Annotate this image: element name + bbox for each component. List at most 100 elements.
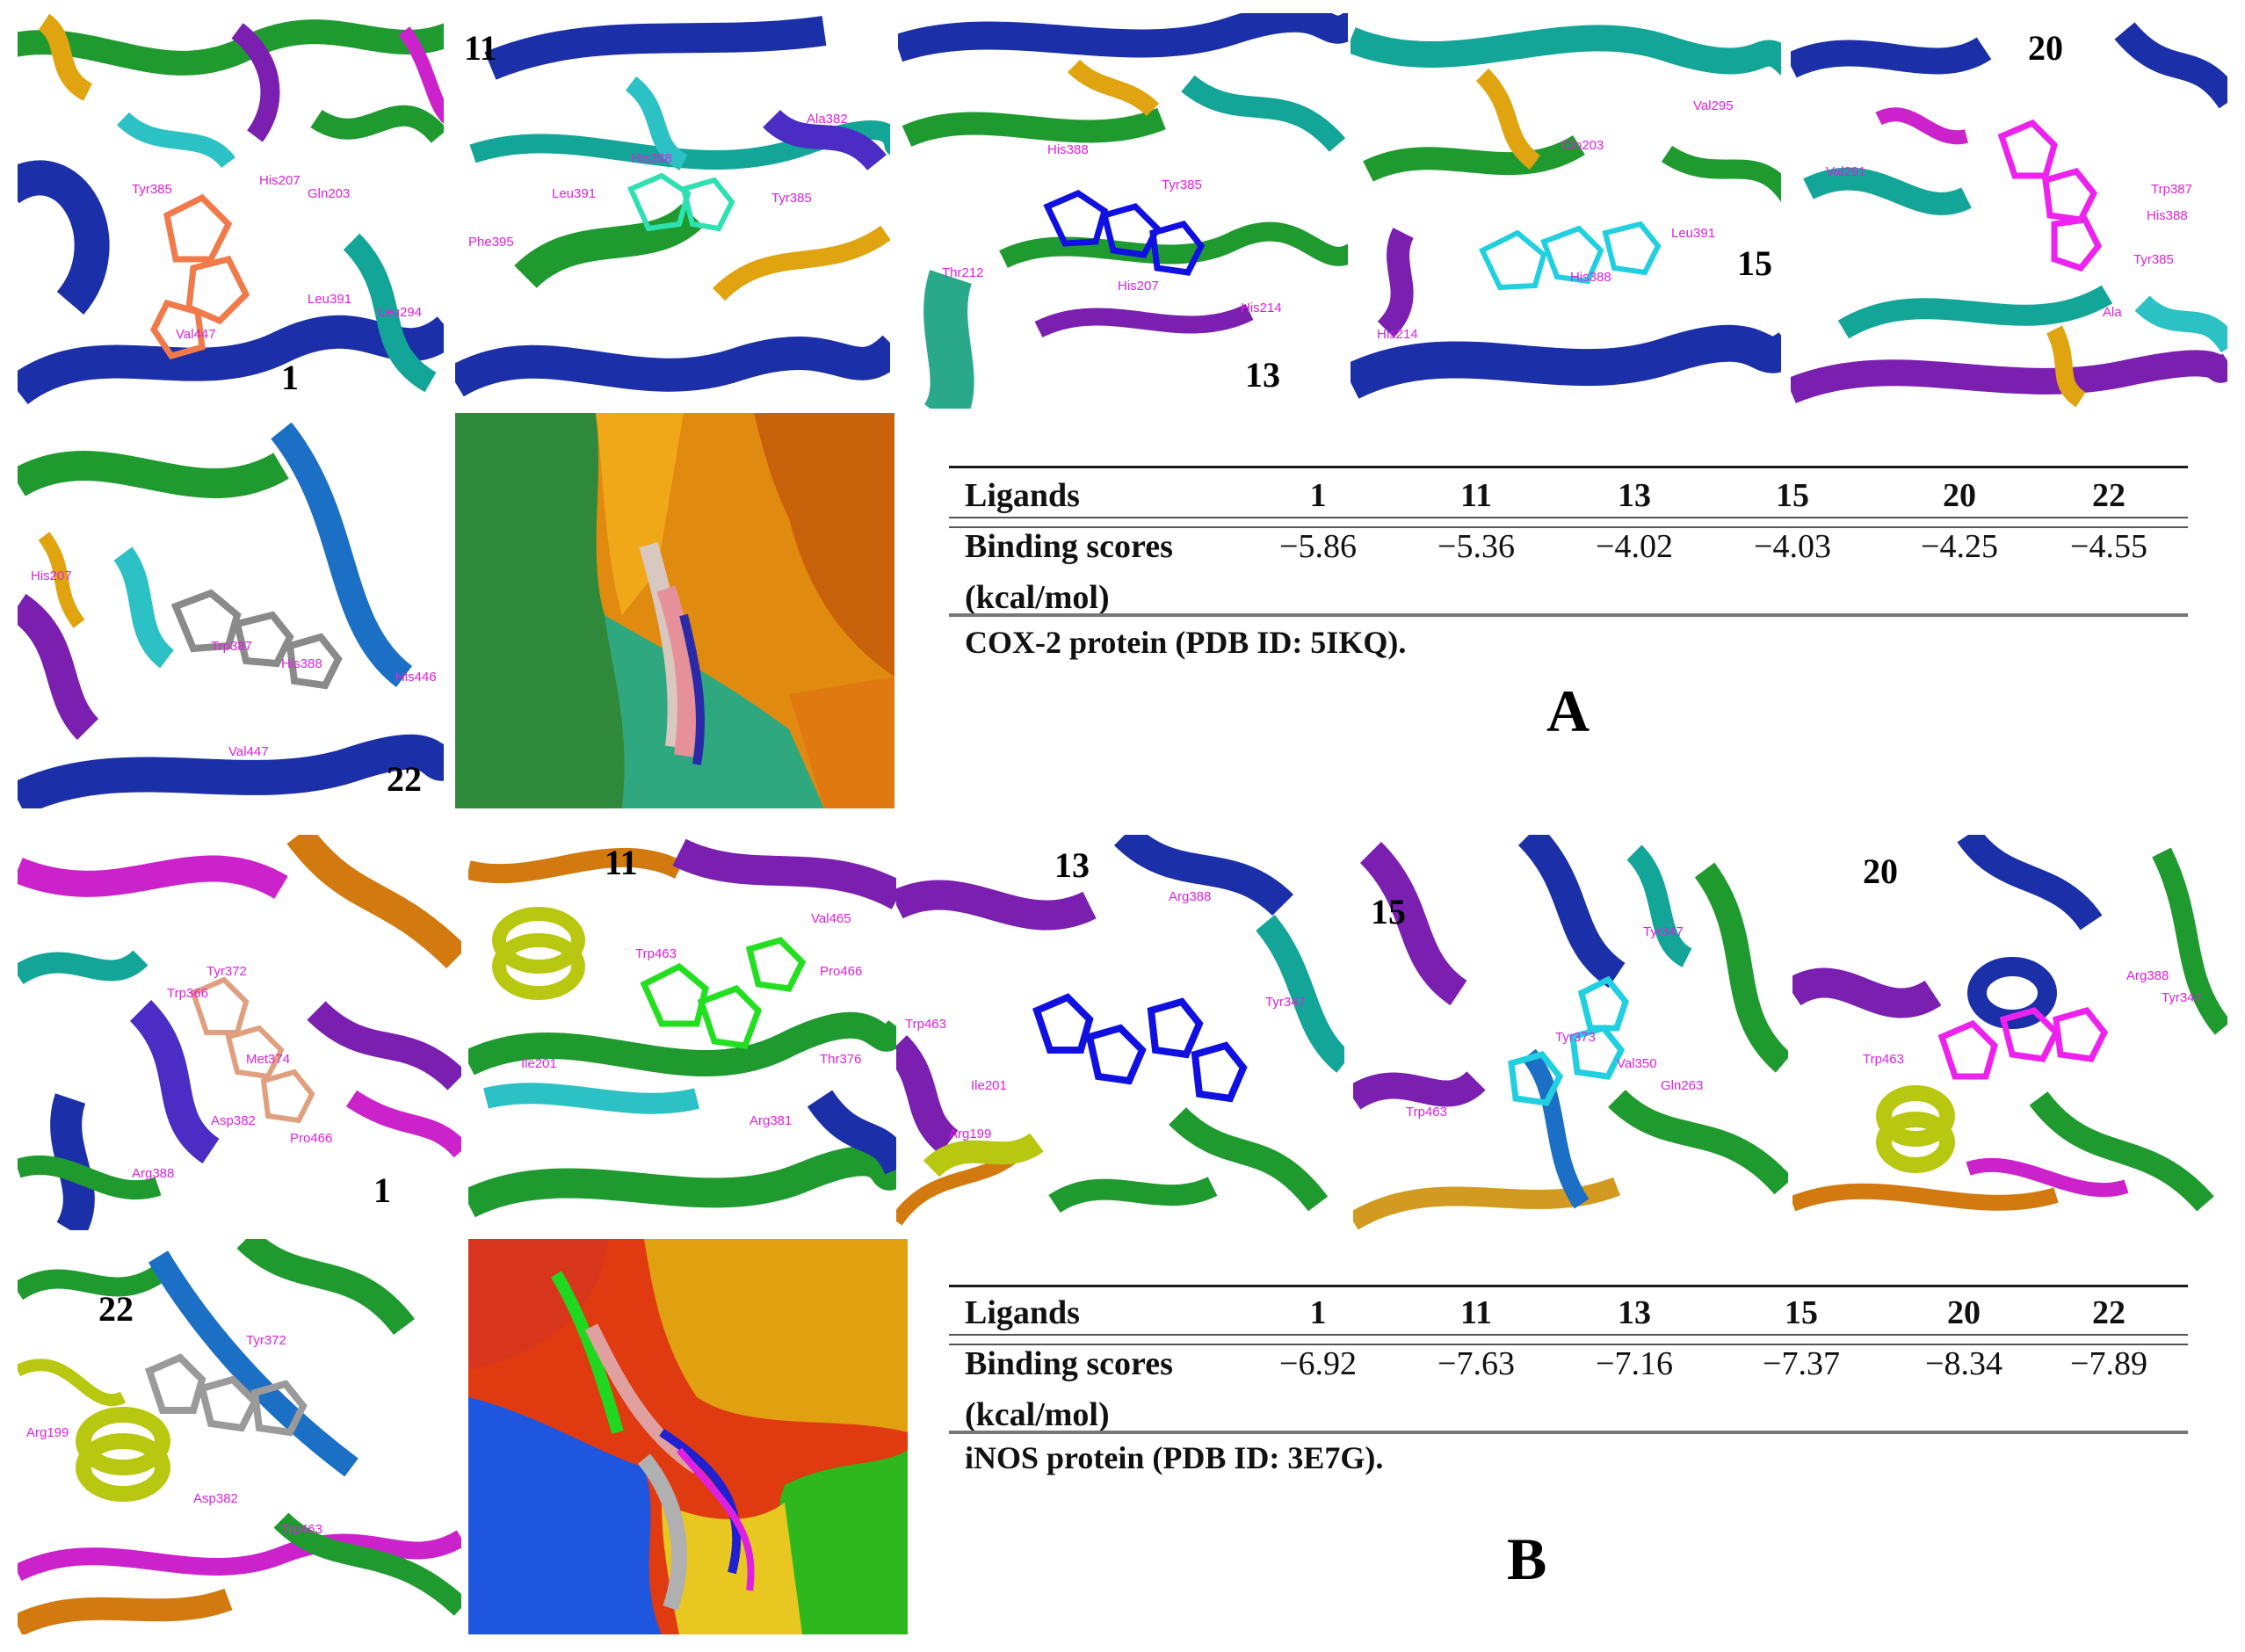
protein-ribbon-image: Arg388 Tyr347 Trp463 Ile201 Arg199 — [896, 835, 1344, 1230]
ligand-header: 11 — [1460, 1294, 1492, 1331]
ligand-header: 20 — [1947, 1294, 1981, 1331]
residue-label: Val447 — [228, 744, 269, 759]
residue-label: Thr212 — [942, 265, 984, 280]
protein-ribbon-image: Trp366 Tyr372 Met374 Arg388 Pro466 Asp38… — [18, 835, 461, 1230]
ligand-label: 11 — [464, 28, 497, 68]
residue-label: Thr376 — [820, 1052, 862, 1067]
residue-label: Trp463 — [1406, 1105, 1447, 1119]
residue-label: Leu391 — [552, 186, 596, 201]
ligand-label: 1 — [373, 1170, 391, 1210]
residue-label: Pro466 — [290, 1131, 332, 1146]
residue-label: Trp387 — [211, 639, 252, 654]
cox2-docking-panel-15: Val295 Gln203 Leu391 His388 His214 15 — [1351, 13, 1781, 409]
inos-surface-overlay — [468, 1239, 908, 1634]
score-cell: −7.89 — [2070, 1345, 2147, 1382]
ligand-label: 1 — [281, 358, 299, 397]
cox2-docking-panel-1: Tyr385 His207 Leu391 Leu294 Val447 Gln20… — [18, 13, 444, 409]
protein-ribbon-image: His388 Tyr385 Ala382 Phe395 Leu391 — [455, 13, 890, 409]
residue-label: His207 — [31, 569, 72, 583]
ligand-header: 11 — [1460, 477, 1492, 514]
section-letter-a: A — [1546, 677, 1590, 744]
ligand-header: 15 — [1776, 477, 1809, 514]
protein-ribbon-image: His388 Tyr385 His207 Thr212 His214 — [898, 13, 1348, 409]
cox2-docking-panel-11: His388 Tyr385 Ala382 Phe395 Leu391 11 — [455, 13, 890, 409]
ligand-header: 20 — [1943, 477, 1976, 514]
residue-label: Ala382 — [807, 112, 848, 127]
residue-label: Leu391 — [1671, 226, 1715, 241]
inos-docking-panel-13: Arg388 Tyr347 Trp463 Ile201 Arg199 13 — [896, 835, 1344, 1230]
residue-label: Arg388 — [2126, 968, 2169, 983]
score-cell: −8.34 — [1925, 1345, 2002, 1382]
residue-label: Gln203 — [1561, 138, 1604, 153]
col-header-ligands: Ligands — [965, 477, 1080, 514]
ligand-label: 20 — [2028, 28, 2063, 68]
score-cell: −5.86 — [1279, 528, 1357, 565]
protein-ribbon-image: Arg199 Tyr372 Trp463 Asp382 — [18, 1239, 461, 1634]
score-cell: −5.36 — [1438, 528, 1515, 565]
residue-label: Val295 — [1693, 98, 1734, 113]
residue-label: Asp382 — [211, 1113, 256, 1128]
cox2-docking-panel-22: His207 Trp387 His388 Val447 His446 22 — [18, 413, 444, 808]
residue-label: His388 — [281, 656, 322, 671]
residue-label: Leu294 — [378, 305, 422, 320]
residue-label: Val465 — [811, 911, 851, 926]
residue-label: Val291 — [1826, 164, 1866, 179]
residue-label: His388 — [1047, 142, 1089, 157]
residue-label: Trp463 — [635, 946, 677, 961]
residue-label: His388 — [631, 151, 672, 166]
residue-label: Tyr385 — [132, 182, 172, 197]
cox2-docking-panel-13: His388 Tyr385 His207 Thr212 His214 13 — [898, 13, 1348, 409]
inos-docking-panel-20: Arg388 Trp463 Tyr347 20 — [1792, 835, 2227, 1230]
ligand-header: 13 — [1618, 477, 1651, 514]
residue-label: Tyr385 — [771, 191, 812, 206]
residue-label: Arg388 — [1169, 889, 1211, 904]
residue-label: Ala — [2103, 305, 2122, 320]
score-cell: −7.63 — [1438, 1345, 1515, 1382]
residue-label: His388 — [1570, 270, 1611, 285]
ligand-label: 15 — [1371, 892, 1406, 931]
residue-label: His446 — [395, 670, 437, 685]
protein-ribbon-image: Trp463 Val465 Pro466 Thr376 Arg381 Ile20… — [468, 835, 897, 1230]
inos-docking-panel-11: Trp463 Val465 Pro466 Thr376 Arg381 Ile20… — [468, 835, 897, 1230]
score-cell: −4.02 — [1596, 528, 1673, 565]
col-header-ligands: Ligands — [965, 1294, 1080, 1331]
residue-label: Leu391 — [308, 292, 351, 307]
residue-label: Val447 — [176, 327, 216, 342]
score-cell: −7.16 — [1596, 1345, 1673, 1382]
residue-label: Tyr385 — [1162, 178, 1202, 192]
score-cell: −4.25 — [1921, 528, 1998, 565]
score-cell: −7.37 — [1763, 1345, 1840, 1382]
residue-label: Pro466 — [820, 964, 862, 979]
residue-label: Tyr347 — [1265, 995, 1306, 1010]
protein-ribbon-image: Val295 Gln203 Leu391 His388 His214 — [1351, 13, 1781, 409]
row-label-units: (kcal/mol) — [965, 579, 1110, 616]
residue-label: Trp387 — [2151, 182, 2192, 197]
protein-ribbon-image: Arg388 Trp463 Tyr347 — [1792, 835, 2227, 1230]
residue-label: His207 — [1118, 279, 1159, 293]
residue-label: Arg388 — [132, 1166, 174, 1181]
residue-label: His214 — [1241, 301, 1282, 315]
protein-ribbon-image: His207 Trp387 His388 Val447 His446 — [18, 413, 444, 808]
residue-label: Tyr385 — [2133, 252, 2174, 267]
residue-label: Gln203 — [308, 186, 350, 201]
residue-label: Trp463 — [905, 1017, 946, 1032]
ligand-header: 22 — [2092, 477, 2126, 514]
ligand-label: 11 — [605, 843, 638, 882]
ligand-label: 13 — [1054, 845, 1090, 885]
inos-docking-panel-15: Tyr347 Tyr373 Trp463 Gln263 Val350 15 — [1353, 835, 1788, 1230]
ligand-header: 1 — [1309, 477, 1327, 514]
ligand-header: 22 — [2092, 1294, 2126, 1331]
ligand-label: 22 — [98, 1289, 134, 1329]
protein-surface-image — [455, 413, 894, 808]
residue-label: Trp463 — [1863, 1052, 1904, 1067]
residue-label: Ile201 — [521, 1056, 557, 1071]
residue-label: Asp382 — [193, 1491, 238, 1506]
protein-ribbon-image: Tyr347 Tyr373 Trp463 Gln263 Val350 — [1353, 835, 1788, 1230]
cox2-surface-overlay — [455, 413, 894, 808]
residue-label: Phe395 — [468, 235, 514, 250]
residue-label: Val350 — [1617, 1056, 1657, 1071]
inos-docking-panel-22: Arg199 Tyr372 Trp463 Asp382 22 — [18, 1239, 461, 1634]
ligand-label: 15 — [1737, 243, 1772, 283]
residue-label: Arg199 — [26, 1425, 69, 1440]
residue-label: Trp463 — [281, 1522, 322, 1537]
